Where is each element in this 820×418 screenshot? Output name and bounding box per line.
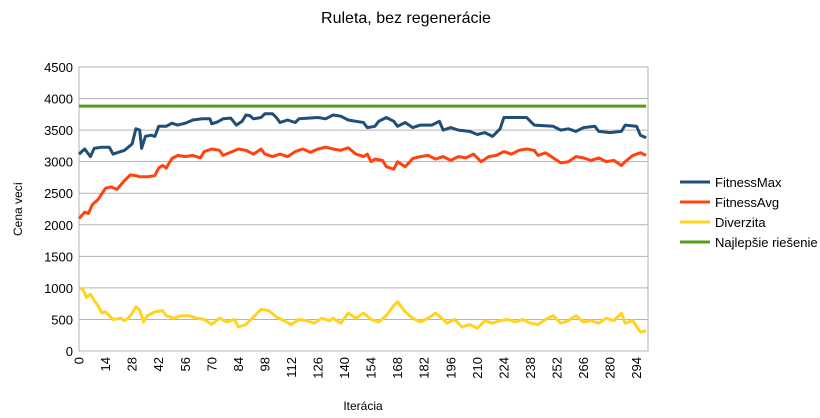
y-tick-label: 4000 bbox=[44, 92, 73, 107]
x-tick-label: 70 bbox=[204, 357, 219, 371]
x-tick-label: 84 bbox=[231, 357, 246, 371]
x-tick-label: 182 bbox=[417, 357, 432, 379]
y-tick-label: 2500 bbox=[44, 186, 73, 201]
legend-label: FitnessAvg bbox=[715, 195, 779, 210]
x-tick-label: 238 bbox=[523, 357, 538, 379]
x-tick-label: 252 bbox=[550, 357, 565, 379]
x-tick-label: 140 bbox=[337, 357, 352, 379]
chart-title: Ruleta, bez regenerácie bbox=[321, 10, 491, 27]
legend-label: Najlepšie riešenie bbox=[715, 235, 818, 250]
x-tick-label: 126 bbox=[311, 357, 326, 379]
x-tick-label: 98 bbox=[257, 357, 272, 371]
y-tick-label: 3000 bbox=[44, 155, 73, 170]
x-tick-label: 168 bbox=[390, 357, 405, 379]
y-tick-label: 3500 bbox=[44, 123, 73, 138]
x-axis-ticks: 0 14 28 42 56 70 84 98 112 126 140 154 168 182 196 210 2… bbox=[72, 357, 645, 379]
y-tick-label: 500 bbox=[51, 312, 73, 327]
x-tick-label: 154 bbox=[364, 357, 379, 379]
x-tick-label: 280 bbox=[603, 357, 618, 379]
x-tick-label: 56 bbox=[178, 357, 193, 371]
series-line-fitnessmax bbox=[77, 112, 647, 159]
series-line-fitnessavg bbox=[77, 145, 647, 220]
x-tick-label: 294 bbox=[629, 357, 644, 379]
x-tick-label: 224 bbox=[496, 357, 511, 379]
series-group bbox=[77, 104, 647, 334]
legend: FitnessMax FitnessAvg Diverzita Najlepšie r… bbox=[680, 175, 818, 250]
x-tick-label: 196 bbox=[443, 357, 458, 379]
y-axis-label: Cena vecí bbox=[11, 181, 25, 236]
x-tick-label: 14 bbox=[98, 357, 113, 371]
plot-area-border bbox=[78, 66, 649, 352]
y-tick-label: 2000 bbox=[44, 218, 73, 233]
x-tick-label: 28 bbox=[125, 357, 140, 371]
x-tick-label: 266 bbox=[576, 357, 591, 379]
y-axis-ticks: 0 500 1000 1500 2000 2500 3000 3500 4000 4500 bbox=[44, 60, 73, 359]
y-tick-label: 0 bbox=[66, 344, 73, 359]
series-line-diverzita bbox=[78, 286, 647, 334]
x-axis-label: Iterácia bbox=[343, 399, 383, 413]
y-tick-label: 4500 bbox=[44, 60, 73, 75]
y-tick-label: 1500 bbox=[44, 249, 73, 264]
legend-label: Diverzita bbox=[715, 215, 766, 230]
grid-lines bbox=[79, 66, 648, 352]
x-tick-label: 112 bbox=[284, 357, 299, 378]
x-tick-label: 0 bbox=[72, 357, 87, 364]
y-tick-label: 1000 bbox=[44, 281, 73, 296]
x-tick-label: 42 bbox=[151, 357, 166, 371]
legend-label: FitnessMax bbox=[715, 175, 782, 190]
x-tick-label: 210 bbox=[470, 357, 485, 379]
